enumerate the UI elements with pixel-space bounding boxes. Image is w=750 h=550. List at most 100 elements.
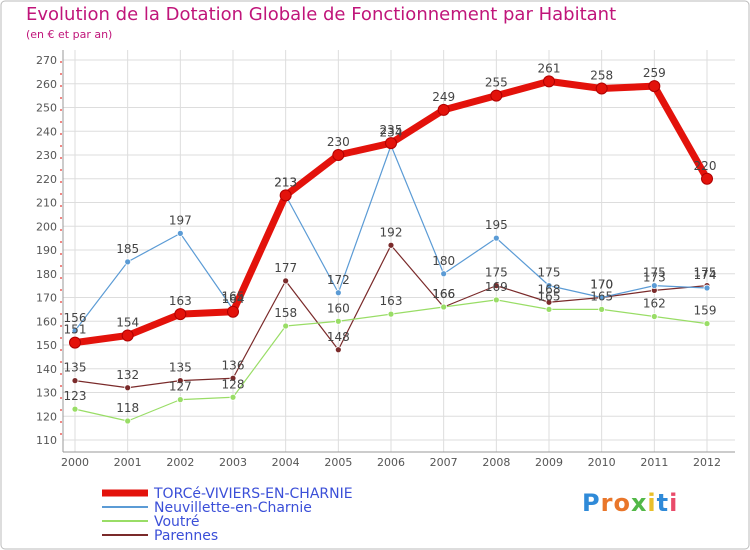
x-tick-label: 2001 bbox=[114, 456, 142, 469]
y-tick-label: 210 bbox=[36, 197, 57, 210]
data-point bbox=[70, 337, 81, 348]
data-point bbox=[175, 309, 186, 320]
logo-letter: t bbox=[657, 489, 669, 517]
x-tick-label: 2004 bbox=[272, 456, 300, 469]
x-tick-label: 2002 bbox=[166, 456, 194, 469]
logo-letter: x bbox=[631, 489, 647, 517]
data-point bbox=[441, 271, 447, 277]
data-label: 192 bbox=[380, 225, 403, 239]
proxiti-logo: Proxiti bbox=[582, 489, 678, 517]
data-label: 234 bbox=[380, 126, 403, 140]
data-label: 177 bbox=[274, 261, 297, 275]
data-point bbox=[702, 173, 713, 184]
data-point bbox=[441, 304, 447, 310]
data-point bbox=[651, 314, 657, 320]
data-point bbox=[493, 297, 499, 303]
logo-letter: P bbox=[582, 489, 601, 517]
data-point bbox=[335, 290, 341, 296]
data-point bbox=[335, 318, 341, 324]
data-label: 123 bbox=[64, 389, 87, 403]
y-tick-label: 240 bbox=[36, 125, 57, 138]
data-label: 135 bbox=[169, 361, 192, 375]
data-point bbox=[228, 306, 239, 317]
data-point bbox=[177, 230, 183, 236]
data-point bbox=[599, 306, 605, 312]
data-point bbox=[704, 321, 710, 327]
logo-letter: o bbox=[613, 489, 631, 517]
data-point bbox=[491, 90, 502, 101]
data-label: 158 bbox=[274, 306, 297, 320]
data-label: 166 bbox=[432, 287, 455, 301]
x-tick-label: 2009 bbox=[535, 456, 563, 469]
y-tick-label: 120 bbox=[36, 410, 57, 423]
data-label: 195 bbox=[485, 218, 508, 232]
y-tick-label: 190 bbox=[36, 244, 57, 257]
data-label: 163 bbox=[169, 294, 192, 308]
data-label: 132 bbox=[116, 368, 139, 382]
logo-letter: i bbox=[647, 489, 656, 517]
y-tick-label: 230 bbox=[36, 149, 57, 162]
y-tick-label: 160 bbox=[36, 315, 57, 328]
data-point bbox=[230, 394, 236, 400]
chart-frame: Evolution de la Dotation Globale de Fonc… bbox=[0, 0, 750, 550]
data-label: 259 bbox=[643, 66, 666, 80]
y-tick-label: 260 bbox=[36, 78, 57, 91]
data-label: 127 bbox=[169, 380, 192, 394]
data-label: 118 bbox=[116, 401, 139, 415]
data-label: 170 bbox=[590, 278, 613, 292]
data-label: 154 bbox=[116, 316, 139, 330]
data-point bbox=[125, 385, 131, 391]
data-label: 255 bbox=[485, 76, 508, 90]
data-point bbox=[544, 76, 555, 87]
y-tick-label: 180 bbox=[36, 268, 57, 281]
x-tick-label: 2008 bbox=[482, 456, 510, 469]
data-point bbox=[333, 150, 344, 161]
y-tick-label: 130 bbox=[36, 387, 57, 400]
data-label: 230 bbox=[327, 135, 350, 149]
data-label: 220 bbox=[694, 159, 717, 173]
x-tick-label: 2005 bbox=[324, 456, 352, 469]
data-point bbox=[546, 306, 552, 312]
data-label: 169 bbox=[485, 280, 508, 294]
line-chart: 110 120 130 140 150 160 170 180 190 200 210 220 230 2… bbox=[0, 0, 750, 550]
legend-label: Parennes bbox=[154, 528, 218, 544]
data-label: 258 bbox=[590, 69, 613, 83]
data-point bbox=[125, 418, 131, 424]
data-label: 168 bbox=[538, 282, 561, 296]
data-label: 128 bbox=[222, 377, 245, 391]
data-label: 185 bbox=[116, 242, 139, 256]
x-tick-label: 2007 bbox=[430, 456, 458, 469]
data-point bbox=[125, 259, 131, 265]
data-label: 160 bbox=[327, 301, 350, 315]
data-point bbox=[649, 81, 660, 92]
data-label: 135 bbox=[64, 361, 87, 375]
data-label: 172 bbox=[327, 273, 350, 287]
data-point bbox=[335, 347, 341, 353]
data-label: 156 bbox=[64, 311, 87, 325]
data-label: 162 bbox=[643, 297, 666, 311]
data-label: 163 bbox=[380, 294, 403, 308]
y-tick-label: 150 bbox=[36, 339, 57, 352]
data-point bbox=[283, 278, 289, 284]
x-tick-label: 2010 bbox=[588, 456, 616, 469]
y-tick-label: 270 bbox=[36, 54, 57, 67]
data-point bbox=[177, 397, 183, 403]
y-tick-label: 220 bbox=[36, 173, 57, 186]
data-point bbox=[704, 285, 710, 291]
data-label: 175 bbox=[694, 266, 717, 280]
x-tick-label: 2000 bbox=[61, 456, 89, 469]
data-label: 165 bbox=[222, 289, 245, 303]
logo-letter: r bbox=[601, 489, 614, 517]
logo-letter: i bbox=[669, 489, 678, 517]
y-tick-label: 110 bbox=[36, 434, 57, 447]
data-point bbox=[388, 242, 394, 248]
data-label: 249 bbox=[432, 90, 455, 104]
y-tick-label: 140 bbox=[36, 363, 57, 376]
data-point bbox=[596, 83, 607, 94]
data-point bbox=[283, 323, 289, 329]
data-label: 148 bbox=[327, 330, 350, 344]
data-label: 136 bbox=[222, 358, 245, 372]
data-point bbox=[72, 406, 78, 412]
y-tick-label: 200 bbox=[36, 220, 57, 233]
x-tick-label: 2003 bbox=[219, 456, 247, 469]
